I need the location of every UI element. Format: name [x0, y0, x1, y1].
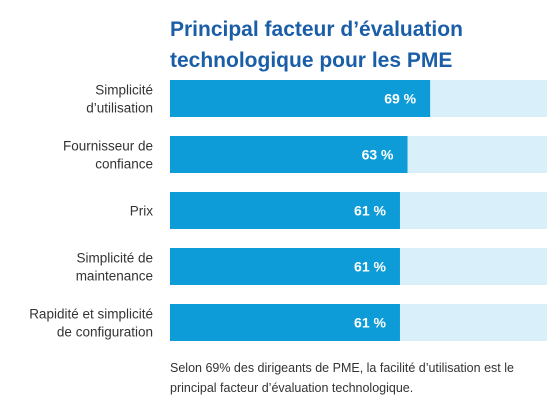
category-label: de configuration — [57, 325, 153, 340]
bar-value-label: 63 % — [362, 147, 394, 163]
bar-value-label: 61 % — [354, 315, 386, 331]
bar-group: 61 % Prix — [130, 192, 547, 229]
footnote: Selon 69% des dirigeants de PME, la faci… — [170, 358, 555, 398]
chart-title: Principal facteur d’évaluation technolog… — [170, 14, 550, 76]
bar-value-label: 61 % — [354, 259, 386, 275]
bar-group: 61 % Simplicité de maintenance — [76, 248, 547, 285]
chart-title-line-2: technologique pour les PME — [170, 49, 453, 72]
bar — [170, 80, 431, 117]
bar-group: 61 % Rapidité et simplicité de configurati… — [29, 304, 547, 341]
bar-value-label: 69 % — [384, 91, 416, 107]
bar-group: 69 % Simplicité d’utilisation — [86, 80, 547, 117]
category-label: Simplicité de — [76, 251, 153, 266]
category-label: Fournisseur de — [63, 139, 153, 154]
bar — [170, 304, 400, 341]
category-label: Rapidité et simplicité — [29, 307, 153, 322]
bar — [170, 192, 400, 229]
category-label: confiance — [95, 157, 153, 172]
chart-title-line-1: Principal facteur d’évaluation — [170, 18, 463, 41]
category-label: Simplicité — [95, 83, 153, 98]
footnote-line-1: Selon 69% des dirigeants de PME, la faci… — [170, 361, 514, 375]
category-label: maintenance — [76, 269, 153, 284]
bar — [170, 136, 408, 173]
category-label: Prix — [130, 204, 153, 219]
footnote-line-2: principal facteur d’évaluation technolog… — [170, 381, 414, 395]
bar-group: 63 % Fournisseur de confiance — [63, 136, 547, 173]
bar — [170, 248, 400, 285]
bar-value-label: 61 % — [354, 203, 386, 219]
category-label: d’utilisation — [86, 101, 153, 116]
